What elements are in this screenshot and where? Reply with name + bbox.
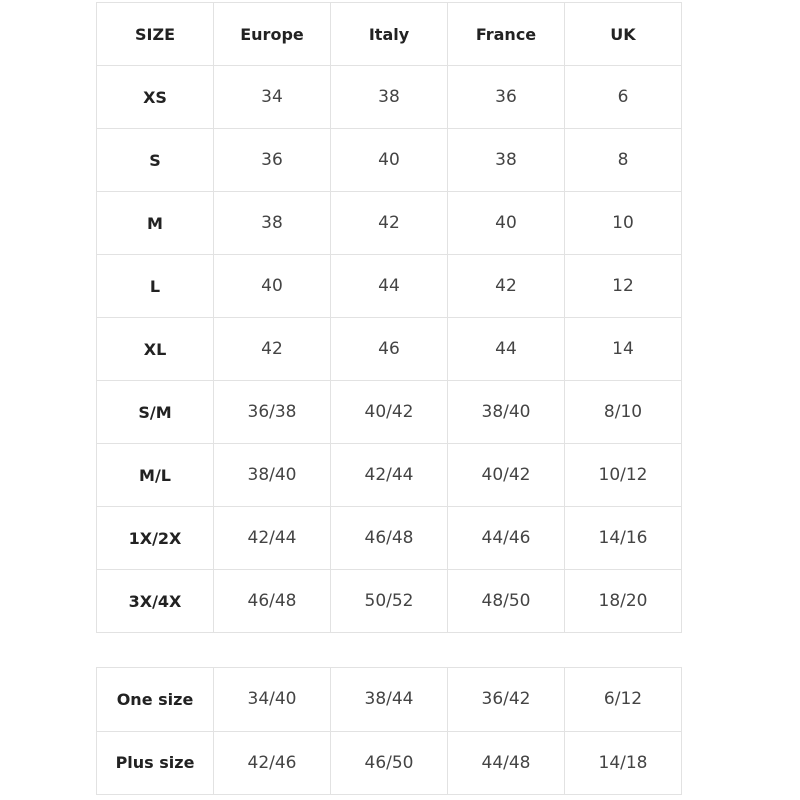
size-label-cell: M (96, 191, 214, 255)
size-label-cell: S/M (96, 380, 214, 444)
size-label-cell: Plus size (96, 730, 214, 795)
table-cell: 44/48 (447, 730, 565, 795)
column-header: France (447, 2, 565, 66)
table-cell: 42/44 (330, 443, 448, 507)
table-cell: 38 (213, 191, 331, 255)
column-header: UK (564, 2, 682, 66)
table-cell: 42/44 (213, 506, 331, 570)
table-cell: 12 (564, 254, 682, 318)
table-cell: 40/42 (330, 380, 448, 444)
table-cell: 38/40 (447, 380, 565, 444)
table-cell: 10/12 (564, 443, 682, 507)
table-row: XL 42 46 44 14 (96, 317, 682, 381)
column-header: Italy (330, 2, 448, 66)
table-cell: 40/42 (447, 443, 565, 507)
table-cell: 38/44 (330, 667, 448, 732)
table-cell: 44 (447, 317, 565, 381)
table-cell: 46/48 (213, 569, 331, 633)
table-cell: 8 (564, 128, 682, 192)
table-cell: 10 (564, 191, 682, 255)
size-label-cell: 1X/2X (96, 506, 214, 570)
table-cell: 44 (330, 254, 448, 318)
table-cell: 8/10 (564, 380, 682, 444)
table-row: M 38 42 40 10 (96, 191, 682, 255)
table-row: One size 34/40 38/44 36/42 6/12 (96, 667, 682, 732)
table-row: L 40 44 42 12 (96, 254, 682, 318)
table-cell: 46/50 (330, 730, 448, 795)
table-cell: 38 (330, 65, 448, 129)
table-cell: 14/16 (564, 506, 682, 570)
table-cell: 48/50 (447, 569, 565, 633)
table-cell: 14 (564, 317, 682, 381)
one-plus-size-table: One size 34/40 38/44 36/42 6/12 Plus size 42/4… (96, 667, 682, 795)
size-label-cell: One size (96, 667, 214, 732)
table-cell: 18/20 (564, 569, 682, 633)
table-row: S/M 36/38 40/42 38/40 8/10 (96, 380, 682, 444)
table-row: M/L 38/40 42/44 40/42 10/12 (96, 443, 682, 507)
table-cell: 40 (447, 191, 565, 255)
table-cell: 36 (213, 128, 331, 192)
table-row: 1X/2X 42/44 46/48 44/46 14/16 (96, 506, 682, 570)
size-label-cell: XS (96, 65, 214, 129)
table-cell: 44/46 (447, 506, 565, 570)
table-cell: 38 (447, 128, 565, 192)
table-cell: 6 (564, 65, 682, 129)
header-row: SIZE Europe Italy France UK (96, 2, 682, 66)
table-cell: 42 (213, 317, 331, 381)
table-row: Plus size 42/46 46/50 44/48 14/18 (96, 730, 682, 795)
table-cell: 36/42 (447, 667, 565, 732)
table-cell: 38/40 (213, 443, 331, 507)
size-label-cell: L (96, 254, 214, 318)
column-header: SIZE (96, 2, 214, 66)
table-cell: 34/40 (213, 667, 331, 732)
table-cell: 14/18 (564, 730, 682, 795)
table-cell: 46/48 (330, 506, 448, 570)
table-cell: 6/12 (564, 667, 682, 732)
size-label-cell: XL (96, 317, 214, 381)
size-label-cell: 3X/4X (96, 569, 214, 633)
table-cell: 50/52 (330, 569, 448, 633)
table-cell: 36/38 (213, 380, 331, 444)
table-cell: 40 (330, 128, 448, 192)
table-row: S 36 40 38 8 (96, 128, 682, 192)
table-cell: 42 (330, 191, 448, 255)
table-cell: 36 (447, 65, 565, 129)
size-chart-table: SIZE Europe Italy France UK XS 34 38 36 6 S 36 40 38 8… (96, 2, 682, 633)
table-row: XS 34 38 36 6 (96, 65, 682, 129)
table-cell: 40 (213, 254, 331, 318)
table-cell: 42 (447, 254, 565, 318)
table-cell: 46 (330, 317, 448, 381)
table-row: 3X/4X 46/48 50/52 48/50 18/20 (96, 569, 682, 633)
size-label-cell: S (96, 128, 214, 192)
column-header: Europe (213, 2, 331, 66)
table-cell: 42/46 (213, 730, 331, 795)
size-label-cell: M/L (96, 443, 214, 507)
table-cell: 34 (213, 65, 331, 129)
